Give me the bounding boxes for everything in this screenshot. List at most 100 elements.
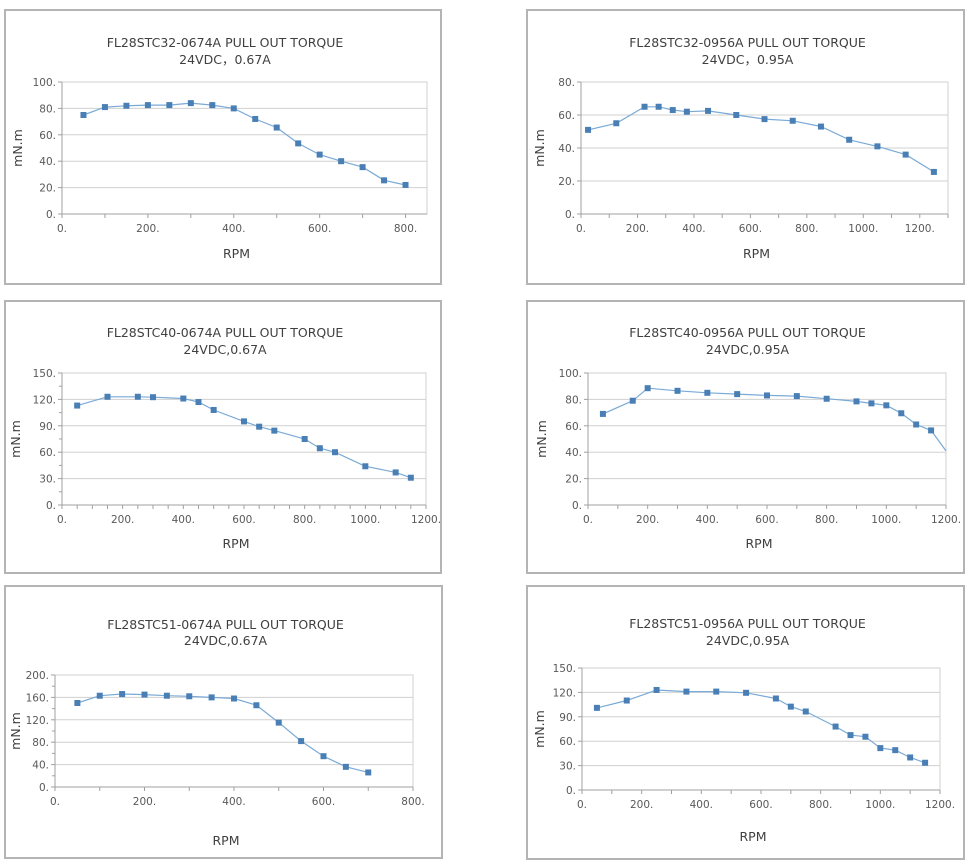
data-point bbox=[123, 102, 130, 109]
data-point bbox=[241, 418, 247, 425]
chart-subtitle: 24VDC，0.67A bbox=[179, 52, 271, 67]
data-point bbox=[832, 723, 839, 730]
data-point bbox=[653, 686, 660, 693]
data-point bbox=[683, 108, 690, 115]
data-point bbox=[141, 691, 148, 698]
data-point bbox=[629, 397, 636, 404]
data-point bbox=[273, 124, 280, 131]
y-axis-title: mN.m bbox=[8, 420, 23, 458]
data-point bbox=[104, 393, 111, 400]
y-tick-label: 80. bbox=[565, 394, 582, 406]
x-tick-label: 1200. bbox=[411, 514, 441, 526]
chart-title: FL28STC51-0674A PULL OUT TORQUE bbox=[107, 617, 344, 632]
chart-svg: FL28STC51-0956A PULL OUT TORQUE 24VDC,0.9… bbox=[532, 616, 955, 844]
y-tick-label: 20. bbox=[565, 474, 582, 486]
y-tick-label: 30. bbox=[39, 474, 56, 486]
data-point bbox=[613, 120, 620, 127]
x-tick-label: 600. bbox=[232, 514, 255, 526]
y-tick-label: 200. bbox=[26, 670, 49, 682]
y-tick-label: 90. bbox=[559, 712, 576, 724]
x-tick-label: 800. bbox=[394, 223, 417, 235]
y-tick-label: 60. bbox=[558, 110, 575, 122]
data-point bbox=[892, 747, 899, 754]
chart-svg: FL28STC40-0956A PULL OUT TORQUE 24VDC,0.9… bbox=[534, 325, 961, 551]
y-tick-label: 150. bbox=[553, 663, 576, 675]
data-point bbox=[210, 406, 217, 413]
data-point bbox=[195, 399, 202, 406]
x-axis-title: RPM bbox=[743, 246, 770, 261]
data-point bbox=[898, 410, 905, 417]
y-tick-label: 0. bbox=[565, 209, 575, 221]
data-point bbox=[743, 689, 750, 696]
y-axis-title: mN.m bbox=[8, 712, 23, 750]
data-point bbox=[298, 738, 305, 745]
chart-subtitle: 24VDC，0.95A bbox=[702, 52, 794, 67]
x-axis-title: RPM bbox=[222, 536, 249, 551]
data-point bbox=[913, 421, 920, 428]
y-tick-label: 40. bbox=[39, 156, 56, 168]
chart-panel-fl28stc32-0674a: FL28STC32-0674A PULL OUT TORQUE 24VDC，0.6… bbox=[4, 9, 442, 285]
x-axis-title: RPM bbox=[212, 833, 239, 848]
data-point bbox=[641, 103, 648, 110]
chart-title: FL28STC32-0674A PULL OUT TORQUE bbox=[107, 35, 344, 50]
chart-panel-fl28stc51-0674a: FL28STC51-0674A PULL OUT TORQUE 24VDC,0.6… bbox=[4, 585, 443, 859]
x-tick-label: 600. bbox=[749, 799, 772, 811]
x-axis-title: RPM bbox=[739, 829, 766, 844]
x-tick-label: 400. bbox=[696, 514, 719, 526]
y-tick-label: 90. bbox=[39, 421, 56, 433]
x-tick-label: 1000. bbox=[865, 799, 895, 811]
data-point bbox=[144, 102, 151, 109]
y-tick-label: 40. bbox=[565, 447, 582, 459]
series-line bbox=[587, 106, 935, 173]
data-point bbox=[644, 385, 651, 392]
y-axis-title: mN.m bbox=[532, 129, 547, 167]
x-tick-label: 1000. bbox=[350, 514, 380, 526]
data-point bbox=[186, 693, 193, 700]
data-point bbox=[320, 753, 327, 760]
data-point bbox=[166, 102, 173, 109]
data-point bbox=[392, 469, 399, 476]
data-point bbox=[930, 168, 937, 175]
x-tick-label: 200. bbox=[133, 796, 156, 808]
y-tick-label: 40. bbox=[558, 143, 575, 155]
chart-title: FL28STC40-0956A PULL OUT TORQUE bbox=[629, 325, 866, 340]
chart-subtitle: 24VDC,0.67A bbox=[183, 342, 267, 357]
x-tick-label: 400. bbox=[172, 514, 195, 526]
data-point bbox=[402, 181, 409, 188]
data-point bbox=[883, 402, 890, 409]
data-point bbox=[823, 395, 830, 402]
y-tick-label: 20. bbox=[39, 183, 56, 195]
y-tick-label: 60. bbox=[39, 130, 56, 142]
plot-area bbox=[61, 372, 427, 506]
data-point bbox=[231, 695, 237, 702]
x-tick-label: 0. bbox=[50, 796, 60, 808]
data-point bbox=[802, 708, 809, 715]
series-line bbox=[602, 387, 947, 452]
data-point bbox=[669, 107, 676, 114]
x-tick-label: 0. bbox=[577, 799, 587, 811]
x-tick-label: 400. bbox=[690, 799, 713, 811]
data-point bbox=[761, 116, 768, 123]
data-point bbox=[704, 389, 711, 396]
data-point bbox=[772, 695, 779, 702]
data-point bbox=[316, 445, 323, 452]
chart-svg: FL28STC51-0674A PULL OUT TORQUE24VDC,0.6… bbox=[8, 617, 425, 848]
data-point bbox=[365, 769, 372, 776]
x-tick-label: 800. bbox=[795, 223, 818, 235]
x-tick-label: 200. bbox=[111, 514, 134, 526]
y-tick-label: 120. bbox=[553, 687, 576, 699]
y-tick-label: 30. bbox=[559, 761, 576, 773]
x-tick-label: 200. bbox=[636, 514, 659, 526]
data-point bbox=[342, 763, 349, 770]
series-line bbox=[596, 689, 926, 764]
data-point bbox=[877, 745, 884, 752]
x-tick-label: 1000. bbox=[848, 223, 878, 235]
y-tick-label: 80. bbox=[32, 737, 49, 749]
data-point bbox=[683, 688, 690, 695]
data-point bbox=[74, 700, 81, 706]
data-point bbox=[793, 393, 800, 400]
data-point bbox=[338, 158, 345, 165]
x-tick-label: 600. bbox=[312, 796, 335, 808]
data-point bbox=[101, 104, 108, 111]
y-tick-label: 0. bbox=[46, 500, 56, 512]
